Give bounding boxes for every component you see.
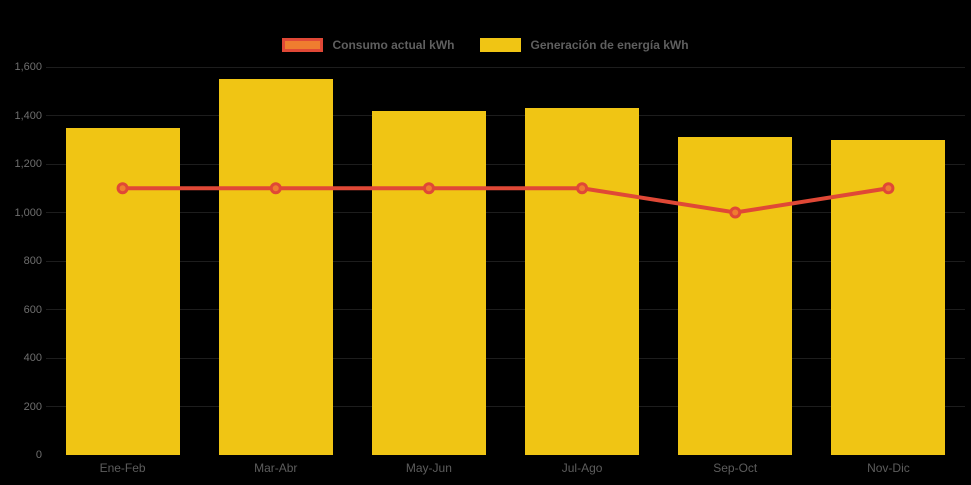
gridline-800 [46,260,965,262]
x-axis-label-May-Jun: May-Jun [405,461,452,475]
x-axis-label-Jul-Ago: Jul-Ago [561,461,603,475]
legend-swatch-generacion-icon [480,38,522,52]
legend-item-generacion-energia[interactable]: Generación de energía kWh [480,38,689,52]
y-axis-tick-label: 400 [23,352,42,364]
gridline-1200 [46,163,965,165]
x-axis-label-Ene-Feb: Ene-Feb [99,461,146,475]
y-axis-tick-label: 0 [35,449,42,461]
y-axis-tick-label: 600 [23,303,42,316]
bar-Ene-Feb [65,127,180,455]
x-axis-label-Sep-Oct: Sep-Oct [713,461,758,475]
bar-Nov-Dic [831,139,946,455]
gridline-200 [46,406,965,407]
gridline-1400 [46,115,965,116]
legend-swatch-consumo-icon [282,38,324,52]
legend-item-consumo-actual[interactable]: Consumo actual kWh [282,38,454,52]
x-axis-label-Mar-Abr: Mar-Abr [254,461,298,475]
bar-Mar-Abr [218,79,333,455]
y-axis-tick-label: 200 [23,400,42,413]
legend-label-generacion: Generación de energía kWh [530,38,689,52]
gridline-600 [46,309,965,310]
chart-legend: Consumo actual kWh Generación de energía… [0,38,971,52]
bar-May-Jun [371,110,486,455]
bar-Sep-Oct [678,137,793,455]
gridline-1000 [46,212,965,213]
legend-label-consumo: Consumo actual kWh [332,38,455,52]
bar-Jul-Ago [525,108,640,455]
y-axis-tick-label: 800 [23,255,42,267]
gridline-400 [46,357,965,359]
y-axis-tick-label: 1,000 [14,206,42,219]
x-axis-label-Nov-Dic: Nov-Dic [867,461,910,475]
gridline-1600 [46,66,965,68]
y-axis-tick-label: 1,400 [14,109,42,122]
y-axis-tick-label: 1,200 [14,158,42,170]
y-axis-tick-label: 1,600 [14,61,42,73]
